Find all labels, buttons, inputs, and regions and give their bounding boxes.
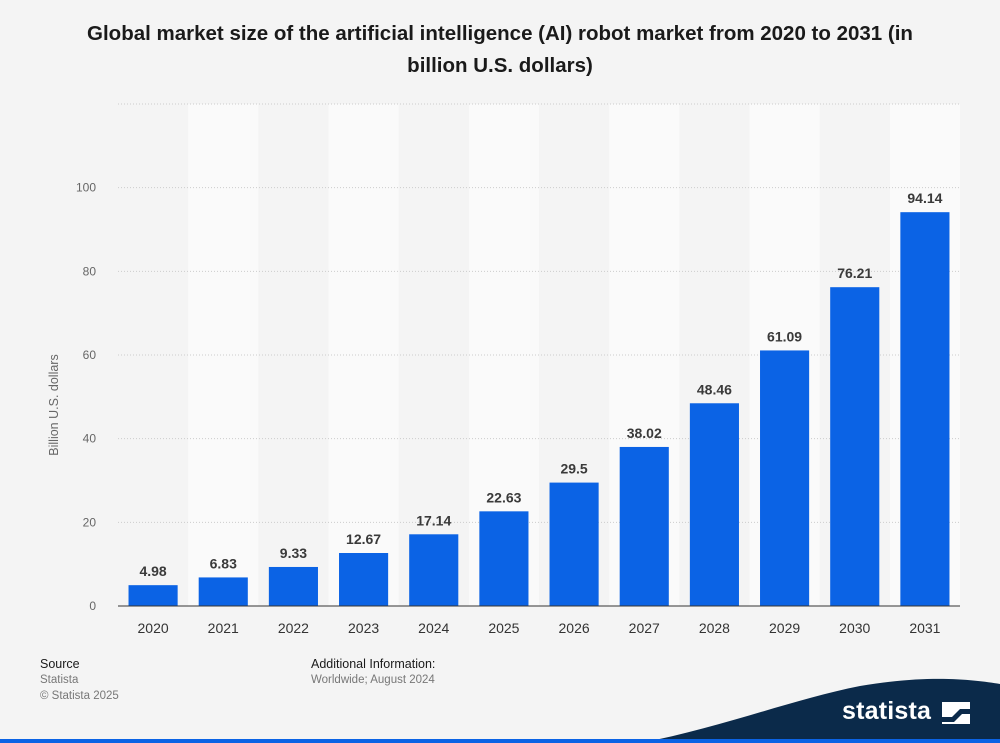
x-tick-label: 2024: [418, 620, 449, 636]
data-label: 76.21: [837, 265, 872, 281]
data-label: 61.09: [767, 328, 802, 344]
source-block: Source Statista © Statista 2025: [40, 656, 119, 704]
y-tick-label: 40: [83, 432, 97, 446]
x-tick-label: 2030: [839, 620, 870, 636]
bar: [900, 212, 950, 606]
statista-logo-text[interactable]: statista: [842, 697, 932, 725]
x-tick-label: 2027: [629, 620, 660, 636]
y-axis-title: Billion U.S. dollars: [47, 354, 61, 455]
x-tick-label: 2020: [138, 620, 169, 636]
data-label: 38.02: [627, 425, 662, 441]
data-label: 94.14: [907, 190, 942, 206]
x-tick-label: 2026: [559, 620, 590, 636]
data-label: 6.83: [210, 555, 237, 571]
data-label: 29.5: [560, 461, 587, 477]
additional-info-text: Worldwide; August 2024: [311, 674, 435, 686]
source-name[interactable]: Statista: [40, 674, 79, 686]
y-tick-label: 80: [83, 264, 97, 278]
x-tick-label: 2029: [769, 620, 800, 636]
chart-title: Global market size of the artificial int…: [87, 22, 913, 77]
data-label: 48.46: [697, 381, 732, 397]
bar: [549, 482, 599, 606]
data-label: 9.33: [280, 545, 307, 561]
bar: [339, 552, 389, 606]
additional-info-heading: Additional Information:: [311, 657, 436, 671]
x-tick-label: 2031: [909, 620, 940, 636]
y-tick-label: 20: [83, 515, 97, 529]
bar: [830, 287, 880, 606]
statista-logo-icon: [942, 702, 970, 724]
bar: [760, 350, 810, 606]
additional-info-block: Additional Information: Worldwide; Augus…: [311, 656, 435, 688]
y-tick-label: 100: [76, 181, 96, 195]
y-tick-label: 60: [83, 348, 97, 362]
bar: [409, 534, 459, 606]
x-tick-label: 2022: [278, 620, 309, 636]
x-tick-label: 2023: [348, 620, 379, 636]
bar: [689, 403, 739, 606]
bar-chart: 0 20 40 60 80 100 4.98 6.83 9.33 12.67 17.14 22.63…: [47, 103, 960, 636]
data-label: 17.14: [416, 512, 451, 528]
x-tick-label: 2028: [699, 620, 730, 636]
y-axis-ticks: 0 20 40 60 80 100: [76, 181, 96, 613]
bar: [198, 577, 248, 606]
bar: [479, 511, 529, 606]
bar: [619, 446, 669, 606]
source-heading: Source: [40, 657, 80, 671]
bars: [128, 212, 950, 606]
copyright-text: © Statista 2025: [40, 690, 119, 702]
x-tick-label: 2025: [488, 620, 519, 636]
x-axis-ticks: 2020 2021 2022 2023 2024 2025 2026 2027 2028 2029…: [138, 620, 941, 636]
data-labels: 4.98 6.83 9.33 12.67 17.14 22.63 29.5 38.02 48.4…: [139, 190, 942, 579]
data-label: 4.98: [139, 563, 166, 579]
x-tick-label: 2021: [208, 620, 239, 636]
data-label: 12.67: [346, 531, 381, 547]
bar: [268, 566, 318, 606]
y-tick-label: 0: [89, 599, 96, 613]
bar: [128, 585, 178, 606]
data-label: 22.63: [486, 489, 521, 505]
gridlines: [118, 103, 960, 523]
